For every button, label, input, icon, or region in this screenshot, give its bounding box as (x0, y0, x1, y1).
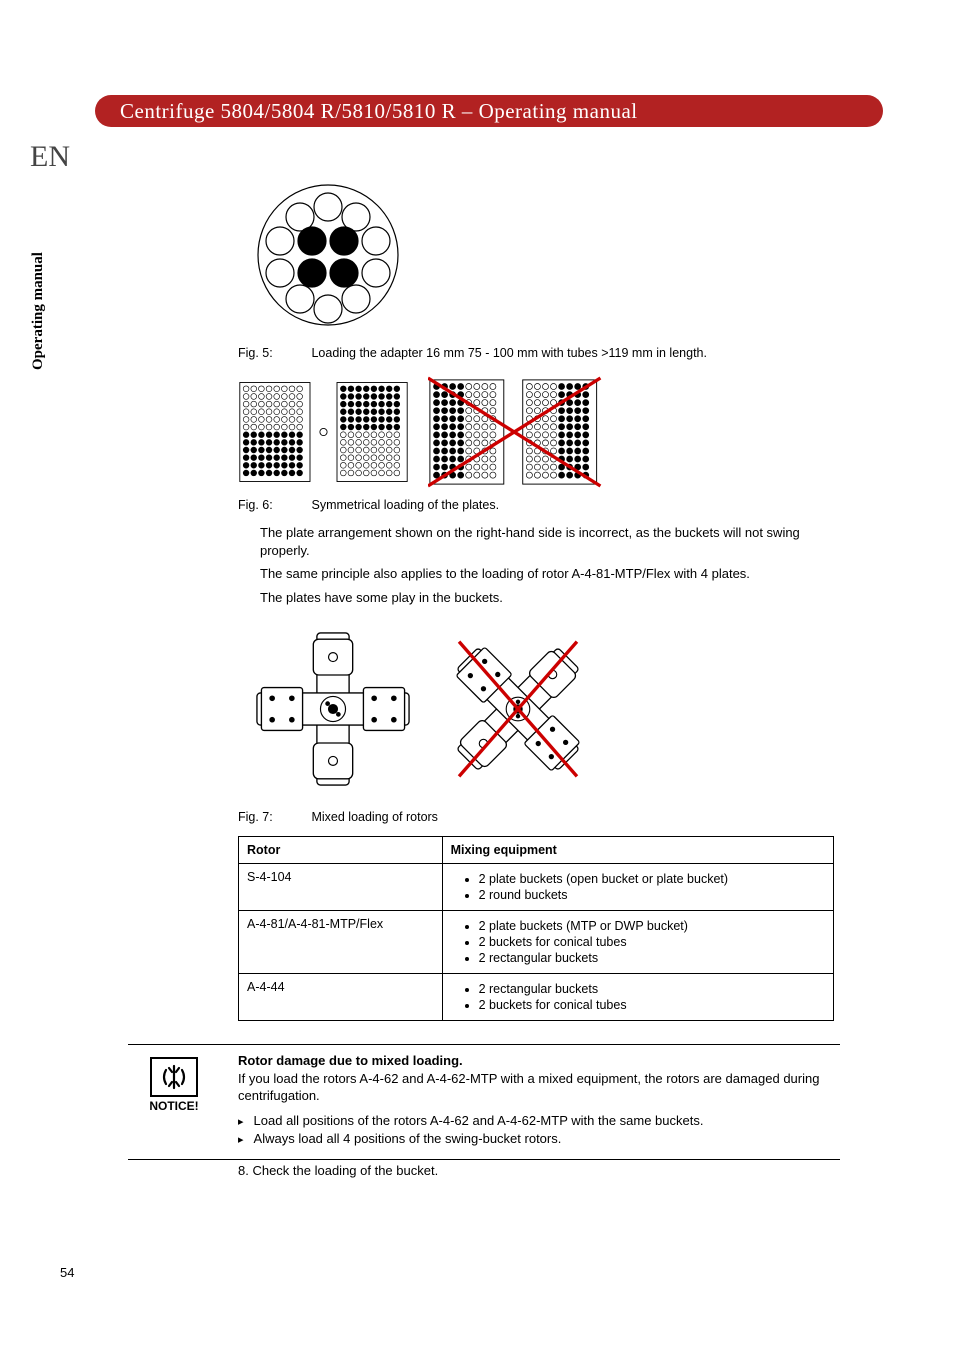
fig6-para1: The plate arrangement shown on the right… (260, 524, 838, 559)
fig7-wrong (438, 614, 598, 804)
fig7-caption: Fig. 7: Mixed loading of rotors (238, 810, 838, 824)
fig6-wrong (428, 372, 608, 492)
fig6-diagram-row (238, 372, 838, 492)
table-header-equipment: Mixing equipment (442, 837, 833, 864)
list-item: 2 plate buckets (open bucket or plate bu… (479, 872, 825, 886)
table-header-rotor: Rotor (239, 837, 443, 864)
notice-icon (150, 1057, 198, 1097)
fig5-diagram (248, 175, 408, 335)
list-item: 2 buckets for conical tubes (479, 998, 825, 1012)
notice-bullet: Load all positions of the rotors A-4-62 … (238, 1113, 840, 1128)
fig6-correct (238, 372, 418, 492)
notice-icon-wrap: NOTICE! (128, 1053, 220, 1149)
table-cell-rotor: A-4-81/A-4-81-MTP/Flex (239, 911, 443, 974)
table-cell-equipment: 2 plate buckets (open bucket or plate bu… (442, 864, 833, 911)
notice-section: NOTICE! Rotor damage due to mixed loadin… (128, 1044, 840, 1160)
list-item: 2 buckets for conical tubes (479, 935, 825, 949)
fig7-correct (238, 624, 428, 794)
fig6-para3: The plates have some play in the buckets… (260, 589, 838, 607)
list-item: 2 rectangular buckets (479, 951, 825, 965)
page-number: 54 (60, 1265, 74, 1280)
notice-title: Rotor damage due to mixed loading. (238, 1053, 840, 1068)
notice-label: NOTICE! (149, 1099, 198, 1113)
notice-bullet: Always load all 4 positions of the swing… (238, 1131, 840, 1146)
side-section-label: Operating manual (30, 252, 47, 370)
fig7-label: Fig. 7: (238, 810, 308, 824)
table-row: A-4-44 2 rectangular buckets 2 buckets for… (239, 974, 834, 1021)
fig7-text: Mixed loading of rotors (311, 810, 437, 824)
list-item: 2 rectangular buckets (479, 982, 825, 996)
fig5-caption: Fig. 5: Loading the adapter 16 mm 75 - 1… (238, 346, 838, 360)
fig6-label: Fig. 6: (238, 498, 308, 512)
table-cell-equipment: 2 plate buckets (MTP or DWP bucket) 2 buc… (442, 911, 833, 974)
main-content: Fig. 5: Loading the adapter 16 mm 75 - 1… (238, 175, 838, 1021)
step-8: 8. Check the loading of the bucket. (238, 1163, 438, 1178)
fig6-para2: The same principle also applies to the l… (260, 565, 838, 583)
language-label: EN (30, 140, 70, 174)
table-row: S-4-104 2 plate buckets (open bucket or p… (239, 864, 834, 911)
list-item: 2 plate buckets (MTP or DWP bucket) (479, 919, 825, 933)
fig6-caption: Fig. 6: Symmetrical loading of the plate… (238, 498, 838, 512)
fig6-text: Symmetrical loading of the plates. (311, 498, 499, 512)
list-item: 2 round buckets (479, 888, 825, 902)
table-cell-equipment: 2 rectangular buckets 2 buckets for conic… (442, 974, 833, 1021)
fig5-text: Loading the adapter 16 mm 75 - 100 mm wi… (311, 346, 706, 360)
fig7-diagram-row (238, 614, 838, 804)
table-cell-rotor: S-4-104 (239, 864, 443, 911)
table-row: A-4-81/A-4-81-MTP/Flex2 plate buckets (M… (239, 911, 834, 974)
rotor-table: Rotor Mixing equipment S-4-1042 plate bu… (238, 836, 834, 1021)
notice-bullets: Load all positions of the rotors A-4-62 … (238, 1113, 840, 1146)
notice-text: If you load the rotors A-4-62 and A-4-62… (238, 1071, 840, 1105)
notice-body: Rotor damage due to mixed loading. If yo… (238, 1053, 840, 1149)
table-cell-rotor: A-4-44 (239, 974, 443, 1021)
page-header: Centrifuge 5804/5804 R/5810/5810 R – Ope… (95, 95, 883, 127)
fig5-label: Fig. 5: (238, 346, 308, 360)
